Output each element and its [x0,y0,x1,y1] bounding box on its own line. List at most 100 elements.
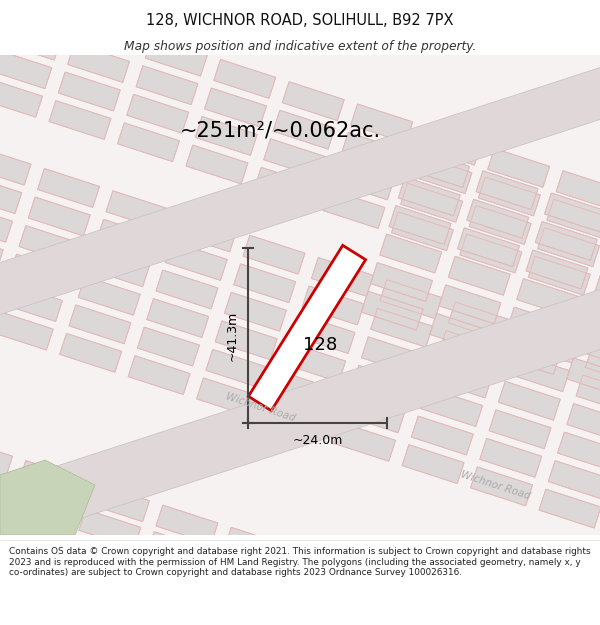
Polygon shape [137,327,199,366]
Polygon shape [282,82,344,121]
Polygon shape [311,258,373,296]
Polygon shape [215,321,277,360]
Polygon shape [248,246,365,411]
Polygon shape [136,66,198,104]
Polygon shape [361,291,423,330]
Polygon shape [457,228,520,267]
Polygon shape [341,132,403,171]
Polygon shape [576,375,600,414]
Polygon shape [401,183,463,222]
Text: Map shows position and indicative extent of the property.: Map shows position and indicative extent… [124,40,476,53]
Polygon shape [556,171,600,209]
Polygon shape [265,400,327,439]
Polygon shape [139,558,200,597]
Polygon shape [480,438,542,478]
Text: Contains OS data © Crown copyright and database right 2021. This information is : Contains OS data © Crown copyright and d… [9,548,590,577]
Polygon shape [548,461,600,499]
Polygon shape [0,146,31,185]
Polygon shape [0,203,13,242]
Polygon shape [106,191,168,229]
Polygon shape [195,116,257,156]
Polygon shape [586,346,600,386]
Polygon shape [197,378,259,417]
Polygon shape [0,78,43,117]
Polygon shape [234,264,296,302]
Polygon shape [205,88,266,127]
Polygon shape [517,279,578,318]
Polygon shape [10,488,73,526]
Polygon shape [410,155,472,194]
Polygon shape [407,149,470,188]
Polygon shape [412,416,473,455]
Text: 128, WICHNOR ROAD, SOLIHULL, B92 7PX: 128, WICHNOR ROAD, SOLIHULL, B92 7PX [146,12,454,28]
Polygon shape [557,432,600,471]
Polygon shape [264,139,326,178]
Polygon shape [0,311,53,350]
Polygon shape [165,241,227,281]
Polygon shape [224,528,286,566]
Text: Wichnor Road: Wichnor Road [459,469,531,501]
Polygon shape [361,337,424,376]
Polygon shape [186,145,248,184]
Polygon shape [0,21,61,60]
Polygon shape [274,372,337,411]
Polygon shape [88,248,149,287]
Polygon shape [156,270,218,309]
Polygon shape [19,461,81,499]
Polygon shape [0,465,4,504]
Polygon shape [77,15,139,54]
Polygon shape [1,282,62,321]
Polygon shape [448,302,511,341]
Text: ~251m²/~0.062ac.: ~251m²/~0.062ac. [179,120,380,140]
Polygon shape [391,212,454,251]
Polygon shape [430,359,492,398]
Polygon shape [380,234,442,273]
Polygon shape [69,305,131,344]
Polygon shape [284,343,346,382]
Polygon shape [323,189,385,228]
Polygon shape [419,126,481,165]
Polygon shape [469,206,531,244]
Polygon shape [371,308,433,347]
Polygon shape [70,536,132,575]
Polygon shape [0,51,600,331]
Polygon shape [332,161,394,200]
Polygon shape [78,276,140,315]
Polygon shape [402,444,464,484]
Polygon shape [49,101,111,139]
Polygon shape [567,404,600,442]
Polygon shape [489,410,551,449]
Polygon shape [352,366,414,404]
Polygon shape [478,177,541,216]
Polygon shape [118,123,179,162]
Polygon shape [389,206,451,244]
Polygon shape [467,199,529,238]
Polygon shape [545,193,600,232]
Polygon shape [97,219,159,258]
Polygon shape [538,228,599,267]
Polygon shape [19,226,81,264]
Polygon shape [499,381,560,420]
Polygon shape [0,273,600,561]
Polygon shape [0,460,95,535]
Polygon shape [380,280,442,319]
Polygon shape [156,505,218,544]
Polygon shape [147,299,209,338]
Polygon shape [351,104,413,143]
Polygon shape [293,314,355,353]
Polygon shape [302,286,364,325]
Polygon shape [476,171,538,209]
Polygon shape [547,199,600,238]
Polygon shape [214,59,276,98]
Polygon shape [488,149,550,188]
Polygon shape [254,168,316,206]
Polygon shape [28,197,90,236]
Polygon shape [148,532,209,571]
Polygon shape [529,256,590,295]
Polygon shape [59,333,122,372]
Polygon shape [585,301,600,340]
Polygon shape [439,331,501,369]
Polygon shape [460,234,522,273]
Polygon shape [566,358,600,397]
Polygon shape [539,489,600,528]
